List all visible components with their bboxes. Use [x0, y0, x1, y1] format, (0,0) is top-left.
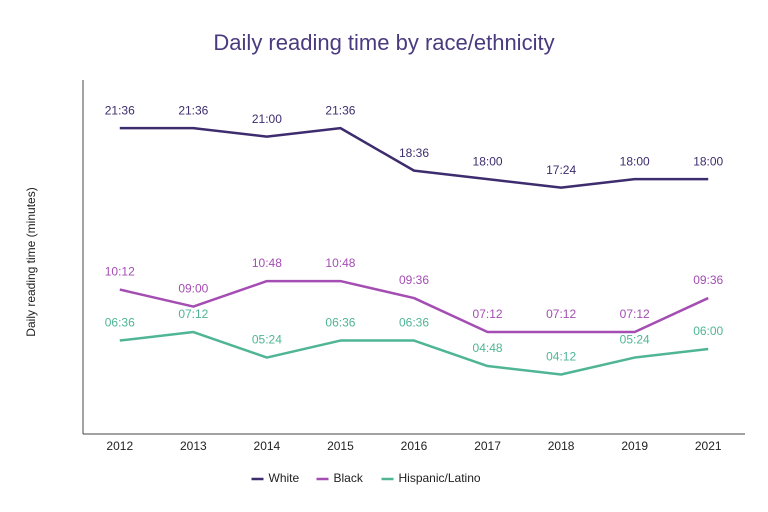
data-label: 05:24 [620, 333, 650, 347]
data-label: 10:48 [325, 256, 355, 270]
data-label: 18:36 [399, 146, 429, 160]
data-label: 21:36 [105, 103, 135, 117]
data-label: 06:00 [693, 324, 723, 338]
data-label: 05:24 [252, 333, 282, 347]
x-tick-label: 2012 [106, 439, 133, 453]
series-line [119, 330, 709, 376]
y-axis-label: Daily reading time (minutes) [24, 187, 38, 336]
chart-title: Daily reading time by race/ethnicity [213, 30, 554, 55]
data-label: 07:12 [620, 307, 650, 321]
data-label: 18:00 [473, 154, 503, 168]
data-label: 18:00 [693, 154, 723, 168]
series-line [119, 126, 709, 189]
x-tick-label: 2016 [401, 439, 428, 453]
data-label: 06:36 [325, 316, 355, 330]
data-label: 06:36 [105, 316, 135, 330]
x-tick-label: 2018 [548, 439, 575, 453]
data-label: 09:00 [178, 282, 208, 296]
data-label: 04:48 [473, 341, 503, 355]
x-tick-label: 2014 [254, 439, 281, 453]
series-line [119, 279, 709, 334]
data-label: 21:00 [252, 112, 282, 126]
data-label: 10:12 [105, 265, 135, 279]
legend-label: White [269, 471, 300, 485]
data-label: 06:36 [399, 316, 429, 330]
data-label: 07:12 [546, 307, 576, 321]
data-label: 10:48 [252, 256, 282, 270]
data-label: 09:36 [399, 273, 429, 287]
data-label: 17:24 [546, 163, 576, 177]
legend-label: Black [334, 471, 364, 485]
x-tick-label: 2021 [695, 439, 722, 453]
legend-label: Hispanic/Latino [399, 471, 481, 485]
data-label: 07:12 [473, 307, 503, 321]
data-label: 18:00 [620, 154, 650, 168]
x-tick-label: 2013 [180, 439, 207, 453]
x-tick-label: 2017 [474, 439, 501, 453]
x-tick-label: 2019 [621, 439, 648, 453]
data-label: 04:12 [546, 350, 576, 364]
data-label: 21:36 [178, 103, 208, 117]
data-label: 07:12 [178, 307, 208, 321]
data-label: 09:36 [693, 273, 723, 287]
data-label: 21:36 [325, 103, 355, 117]
x-tick-label: 2015 [327, 439, 354, 453]
